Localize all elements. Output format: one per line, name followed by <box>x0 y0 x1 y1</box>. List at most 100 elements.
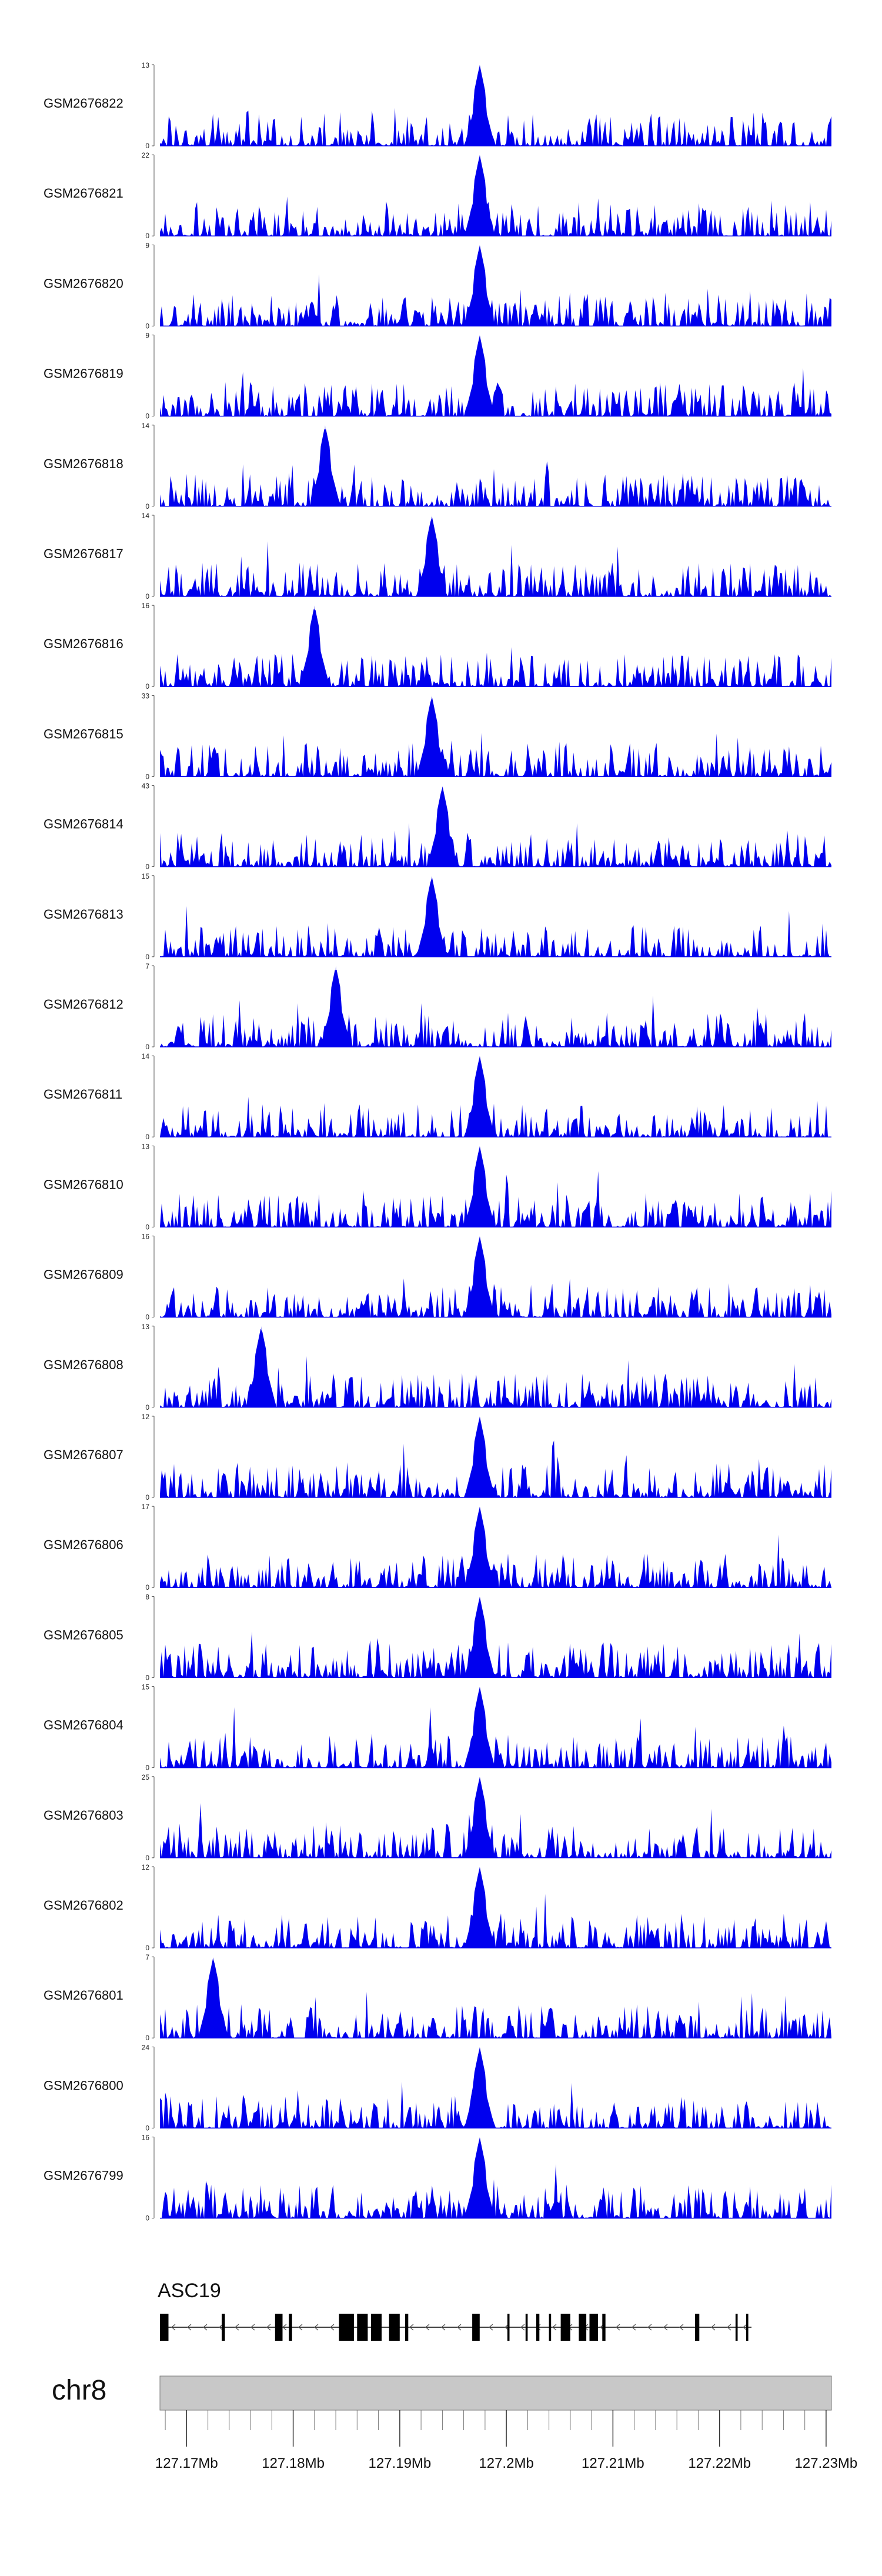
y-min-label: 0 <box>145 772 149 780</box>
gene-exon <box>405 2314 409 2341</box>
x-tick-label: 127.21Mb <box>582 2455 644 2471</box>
track-label: GSM2676812 <box>44 997 123 1012</box>
gene-exon <box>602 2314 606 2341</box>
track-label: GSM2676800 <box>44 2078 123 2093</box>
chromosome-label: chr8 <box>52 2375 106 2406</box>
x-tick-label: 127.22Mb <box>688 2455 751 2471</box>
strand-arrow <box>727 2324 731 2331</box>
track-GSM2676804: GSM2676804 15 0 <box>44 1683 831 1772</box>
gene-exon <box>695 2314 700 2341</box>
signal-tracks: GSM2676822130GSM2676821220GSM267682090GS… <box>44 61 831 2223</box>
gene-exon <box>370 2314 382 2341</box>
y-max-label: 9 <box>145 332 149 340</box>
y-min-label: 0 <box>145 1854 149 1862</box>
gene-exon <box>560 2314 570 2341</box>
strand-arrow <box>711 2324 716 2331</box>
track-GSM2676800: GSM2676800 24 0 <box>44 2043 831 2132</box>
track-GSM2676808: GSM2676808 13 0 <box>44 1323 831 1412</box>
y-max-label: 13 <box>142 1323 150 1331</box>
signal-area <box>160 1056 831 1137</box>
gene-track: ASC19 <box>158 2280 752 2341</box>
signal-peak <box>476 245 483 326</box>
y-min-label: 0 <box>145 592 149 600</box>
track-GSM2676818: GSM2676818 14 0 <box>44 422 831 510</box>
strand-arrow <box>235 2324 239 2331</box>
y-min-label: 0 <box>145 502 149 510</box>
y-min-label: 0 <box>145 142 149 150</box>
gene-exon <box>222 2314 225 2341</box>
y-min-label: 0 <box>145 1673 149 1681</box>
y-max-label: 12 <box>142 1863 150 1871</box>
signal-peak <box>476 1416 483 1497</box>
gene-exon <box>472 2314 480 2341</box>
signal-area <box>160 1597 831 1678</box>
signal-area <box>160 2137 831 2218</box>
genome-axis: chr8 127.17Mb 127.18Mb 127.19Mb 127.2Mb 127.… <box>52 2375 857 2471</box>
signal-peak <box>476 1146 483 1227</box>
strand-arrow <box>298 2324 303 2331</box>
signal-area <box>160 1867 831 1948</box>
y-max-label: 33 <box>142 692 150 700</box>
y-max-label: 24 <box>142 2043 150 2051</box>
y-max-label: 14 <box>142 512 150 520</box>
gene-label: ASC19 <box>158 2280 221 2302</box>
track-GSM2676822: GSM2676822 13 0 <box>44 61 831 150</box>
gene-exon <box>549 2314 552 2341</box>
signal-peak <box>476 1506 483 1588</box>
track-label: GSM2676807 <box>44 1447 123 1462</box>
y-max-label: 8 <box>145 1593 149 1601</box>
track-GSM2676813: GSM2676813 15 0 <box>44 872 831 961</box>
y-max-label: 7 <box>145 1953 149 1961</box>
track-GSM2676799: GSM2676799 16 0 <box>44 2134 831 2223</box>
y-max-label: 14 <box>142 422 150 430</box>
track-label: GSM2676799 <box>44 2168 123 2183</box>
gene-exon <box>357 2314 368 2341</box>
track-label: GSM2676822 <box>44 96 123 111</box>
axis-ticks: 127.17Mb 127.18Mb 127.19Mb 127.2Mb 127.21Mb 1… <box>155 2410 857 2471</box>
signal-peak <box>476 1686 483 1768</box>
track-label: GSM2676804 <box>44 1718 123 1733</box>
signal-peak <box>476 1056 483 1137</box>
track-GSM2676807: GSM2676807 12 0 <box>44 1413 831 1501</box>
track-GSM2676802: GSM2676802 12 0 <box>44 1863 831 1952</box>
signal-peak <box>428 695 436 777</box>
strand-arrow <box>663 2324 668 2331</box>
signal-area <box>160 697 831 777</box>
gene-exon <box>389 2314 400 2341</box>
y-max-label: 14 <box>142 1052 150 1060</box>
track-GSM2676812: GSM2676812 7 0 <box>44 962 831 1051</box>
track-GSM2676810: GSM2676810 13 0 <box>44 1142 831 1231</box>
strand-arrow <box>616 2324 620 2331</box>
track-GSM2676816: GSM2676816 16 0 <box>44 602 831 690</box>
signal-peak <box>476 1596 483 1678</box>
track-label: GSM2676810 <box>44 1177 123 1192</box>
track-label: GSM2676803 <box>44 1808 123 1823</box>
gene-exon <box>525 2314 528 2341</box>
y-min-label: 0 <box>145 322 149 330</box>
signal-area <box>160 1329 831 1407</box>
gene-exon <box>536 2314 540 2341</box>
track-label: GSM2676805 <box>44 1627 123 1642</box>
strand-arrow <box>203 2324 208 2331</box>
y-min-label: 0 <box>145 682 149 690</box>
y-max-label: 16 <box>142 1233 150 1241</box>
y-max-label: 25 <box>142 1773 150 1781</box>
signal-peak <box>428 515 436 596</box>
y-max-label: 16 <box>142 602 150 610</box>
track-label: GSM2676808 <box>44 1357 123 1372</box>
strand-arrow <box>520 2324 525 2331</box>
signal-peak <box>476 2137 483 2218</box>
signal-peak <box>439 785 446 867</box>
signal-peak <box>209 1957 217 2038</box>
gene-exon <box>275 2314 283 2341</box>
track-GSM2676821: GSM2676821 22 0 <box>44 151 831 240</box>
signal-area <box>160 1958 831 2038</box>
track-GSM2676806: GSM2676806 17 0 <box>44 1503 831 1591</box>
signal-peak <box>476 155 483 236</box>
signal-area <box>160 335 831 416</box>
strand-arrow <box>457 2324 462 2331</box>
track-label: GSM2676820 <box>44 276 123 291</box>
strand-arrow <box>632 2324 636 2331</box>
signal-peak <box>258 1326 265 1407</box>
